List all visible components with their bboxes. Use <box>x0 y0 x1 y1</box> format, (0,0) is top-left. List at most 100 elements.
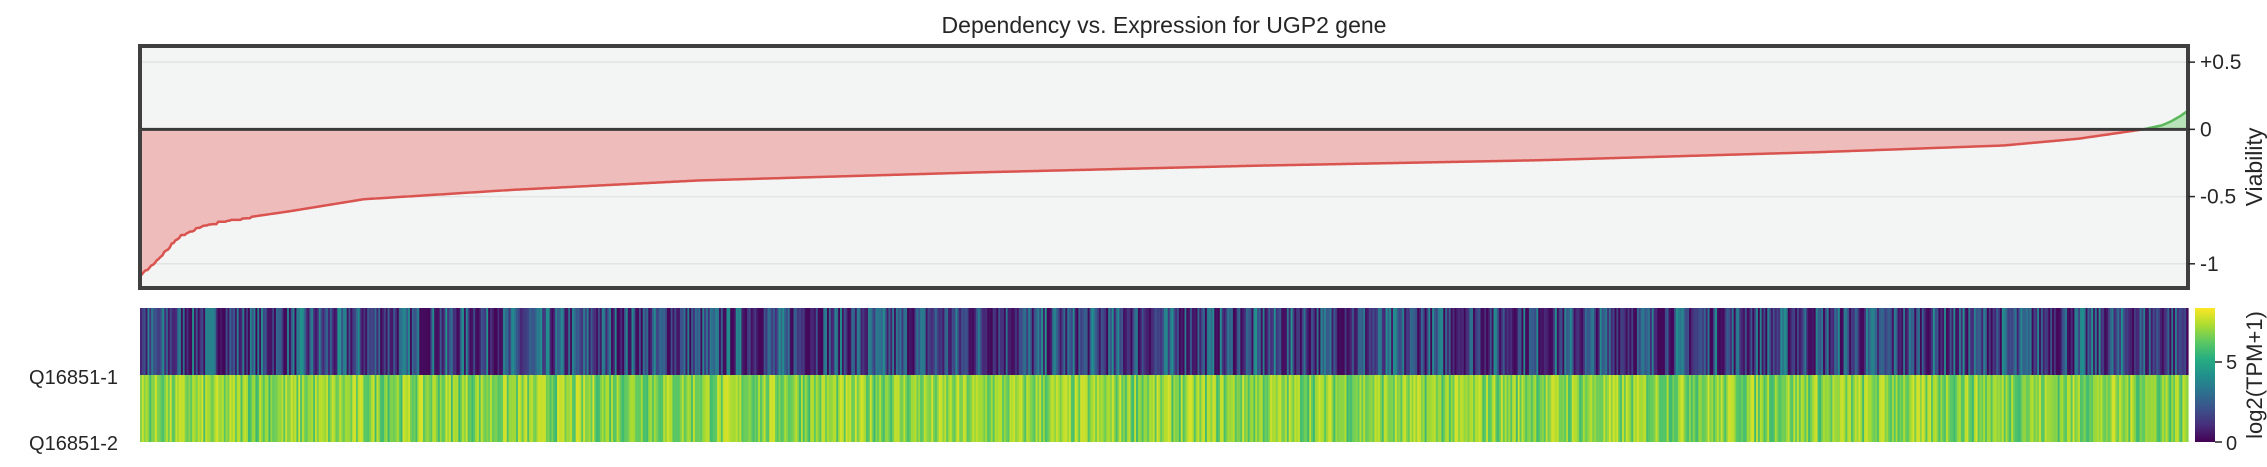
heatmap-cell <box>156 375 160 442</box>
heatmap-cell <box>1318 308 1321 375</box>
heatmap-cell <box>2186 375 2189 442</box>
heatmap-cell <box>173 375 176 442</box>
heatmap-cell <box>888 375 891 442</box>
heatmap-cell <box>2016 375 2020 442</box>
heatmap-cell <box>1964 308 1968 375</box>
heatmap-cell <box>1467 308 1470 375</box>
heatmap-cell <box>1921 375 1925 442</box>
heatmap-cell <box>903 308 906 375</box>
heatmap-cell <box>949 308 953 375</box>
heatmap-cell <box>493 375 497 442</box>
heatmap-cell <box>154 375 158 442</box>
heatmap-cell <box>988 375 992 442</box>
heatmap-cell <box>357 308 361 375</box>
heatmap-cell <box>326 375 329 442</box>
heatmap-cell <box>719 308 722 375</box>
heatmap-cell <box>1934 308 1938 375</box>
heatmap-cell <box>733 375 737 442</box>
heatmap-cell <box>2147 308 2150 375</box>
heatmap-cell <box>519 308 523 375</box>
heatmap-cell <box>437 375 441 442</box>
heatmap-cell <box>402 375 405 442</box>
heatmap-cell <box>1298 375 1301 442</box>
heatmap-cell <box>1590 308 1593 375</box>
heatmap-cell <box>1616 375 1619 442</box>
heatmap-cell <box>1231 308 1234 375</box>
heatmap-cell <box>225 375 229 442</box>
heatmap-cell <box>220 308 223 375</box>
heatmap-cell <box>890 375 893 442</box>
heatmap-cell <box>454 375 458 442</box>
heatmap-cell <box>2186 308 2189 375</box>
heatmap-cell <box>424 308 428 375</box>
heatmap-cell <box>1314 375 1318 442</box>
heatmap-cell <box>575 375 579 442</box>
heatmap-cell <box>1960 375 1964 442</box>
heatmap-cell <box>1249 375 1253 442</box>
heatmap-cell <box>2126 375 2130 442</box>
heatmap-cell <box>423 308 426 375</box>
heatmap-cell <box>1121 375 1124 442</box>
heatmap-cell <box>488 308 491 375</box>
heatmap-cell <box>2040 308 2044 375</box>
heatmap-cell <box>1653 375 1657 442</box>
heatmap-cell <box>1508 375 1511 442</box>
heatmap-cell <box>525 375 528 442</box>
heatmap-cell <box>141 308 145 375</box>
heatmap-cell <box>754 375 757 442</box>
heatmap-cell <box>642 308 646 375</box>
heatmap-cell <box>409 375 413 442</box>
heatmap-cell <box>419 308 422 375</box>
heatmap-cell <box>391 308 394 375</box>
heatmap-cell <box>1117 308 1120 375</box>
heatmap-cell <box>1586 375 1590 442</box>
heatmap-cell <box>1178 375 1182 442</box>
heatmap-cell <box>1543 308 1547 375</box>
heatmap-cell <box>1448 375 1452 442</box>
heatmap-cell <box>853 375 856 442</box>
heatmap-cell <box>1754 308 1757 375</box>
heatmap-cell <box>650 375 653 442</box>
heatmap-cell <box>536 375 540 442</box>
heatmap-cell <box>1096 375 1100 442</box>
heatmap-cell <box>2029 308 2033 375</box>
heatmap-cell <box>1767 308 1770 375</box>
heatmap-cell <box>2011 308 2014 375</box>
heatmap-cell <box>1638 308 1642 375</box>
heatmap-cell <box>1772 375 1776 442</box>
heatmap-cell <box>1931 375 1934 442</box>
heatmap-cell <box>1919 375 1923 442</box>
heatmap-cell <box>1244 308 1247 375</box>
heatmap-cell <box>1024 308 1027 375</box>
heatmap-cell <box>1307 375 1310 442</box>
heatmap-cell <box>361 375 365 442</box>
heatmap-cell <box>1357 375 1361 442</box>
heatmap-cell <box>1432 375 1435 442</box>
heatmap-cell <box>1433 375 1437 442</box>
heatmap-cell <box>709 375 713 442</box>
heatmap-cell <box>2011 375 2014 442</box>
heatmap-cell <box>1232 375 1236 442</box>
heatmap-cell <box>1594 375 1597 442</box>
heatmap-cell <box>292 308 296 375</box>
heatmap-cell <box>1260 375 1264 442</box>
heatmap-cell <box>1856 375 1860 442</box>
heatmap-cell <box>1320 375 1323 442</box>
heatmap-cell <box>1007 375 1011 442</box>
heatmap-cell <box>1143 375 1146 442</box>
heatmap-cell <box>1540 308 1543 375</box>
heatmap-cell <box>1694 308 1698 375</box>
heatmap-cell <box>635 375 638 442</box>
heatmap-cell <box>804 308 808 375</box>
heatmap-cell <box>1549 375 1552 442</box>
heatmap-cell <box>627 308 631 375</box>
heatmap-cell <box>1039 308 1042 375</box>
heatmap-cell <box>1186 308 1189 375</box>
heatmap-cell <box>1022 308 1025 375</box>
heatmap-cell <box>2070 375 2074 442</box>
heatmap-cell <box>480 375 484 442</box>
heatmap-cell <box>1396 375 1400 442</box>
heatmap-cell <box>242 375 245 442</box>
heatmap-cell <box>596 375 599 442</box>
heatmap-cell <box>1398 375 1402 442</box>
